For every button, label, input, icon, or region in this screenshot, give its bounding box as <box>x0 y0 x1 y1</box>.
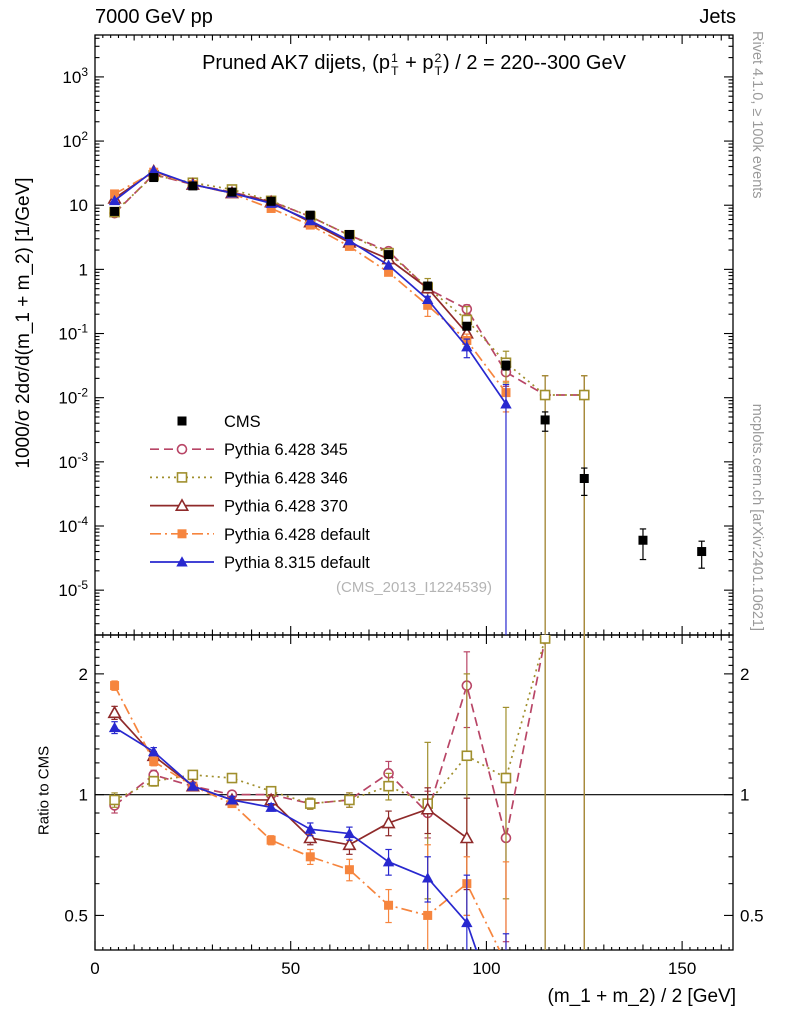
series-cms <box>110 173 707 569</box>
legend-entry-pythia-6-428-default: Pythia 6.428 default <box>150 526 370 544</box>
svg-text:Pythia 6.428 370: Pythia 6.428 370 <box>224 498 348 516</box>
svg-text:10: 10 <box>69 196 88 215</box>
series-pythia-6-428-default <box>110 167 511 413</box>
svg-text:10-1: 10-1 <box>58 322 88 344</box>
svg-text:102: 102 <box>62 129 88 151</box>
legend-entry-pythia-6-428-370: Pythia 6.428 370 <box>150 498 348 516</box>
svg-text:1: 1 <box>79 786 88 805</box>
svg-text:1: 1 <box>740 786 749 805</box>
legend-entry-pythia-6-428-345: Pythia 6.428 345 <box>150 441 348 459</box>
legend: CMS Pythia 6.428 345 Pythia 6.428 346 Pythi… <box>150 413 370 572</box>
series-pythia-8-315-default-ratio <box>108 721 510 950</box>
y-axis-label-ratio: Ratio to CMS <box>35 745 53 836</box>
analysis-id-watermark: (CMS_2013_I1224539) <box>336 579 492 596</box>
svg-text:10-3: 10-3 <box>58 450 88 472</box>
legend-entry-pythia-8-315-default: Pythia 8.315 default <box>150 554 370 572</box>
series-pythia-6-428-370-ratio <box>107 705 474 891</box>
svg-text:10-2: 10-2 <box>58 386 88 408</box>
series-pythia-8-315-default <box>108 164 512 635</box>
svg-text:Pythia 6.428 default: Pythia 6.428 default <box>224 526 370 544</box>
axis-tick-labels: 0 50 100 150 10-5 10-4 10-3 10-2 10-1 1 10 102 103 0.… <box>58 65 763 978</box>
svg-text:0: 0 <box>90 959 99 978</box>
series-pythia-6-428-default-ratio <box>110 680 510 950</box>
y-axis-label-main: 1000/σ 2dσ/d(m_1 + m_2) [1/GeV] <box>13 177 34 469</box>
svg-text:2: 2 <box>740 665 749 684</box>
svg-text:2: 2 <box>79 665 88 684</box>
axis-ticks <box>94 35 733 950</box>
axes-frame <box>94 34 734 951</box>
svg-text:0.5: 0.5 <box>64 906 88 925</box>
svg-text:Pythia 6.428 345: Pythia 6.428 345 <box>224 441 348 459</box>
svg-text:1: 1 <box>79 260 88 279</box>
svg-text:10-5: 10-5 <box>58 578 88 600</box>
svg-text:100: 100 <box>472 959 500 978</box>
svg-text:Pythia 6.428 346: Pythia 6.428 346 <box>224 469 348 487</box>
mcplots-caption: mcplots.cern.ch [arXiv:2401.10621] <box>749 403 765 631</box>
svg-text:10-4: 10-4 <box>58 514 88 536</box>
svg-text:Pythia 8.315 default: Pythia 8.315 default <box>224 554 370 572</box>
svg-text:103: 103 <box>62 65 88 87</box>
x-axis-label: (m_1 + m_2) / 2 [GeV] <box>547 986 737 1007</box>
legend-entry-pythia-6-428-346: Pythia 6.428 346 <box>150 469 348 487</box>
legend-entry-cms: CMS <box>177 413 261 431</box>
analysis-group-label: Jets <box>699 6 736 28</box>
plot-title: Pruned AK7 dijets, (p 1 T + p 2 T) / 2 = 220… <box>202 51 626 78</box>
series-pythia-6-428-370 <box>107 163 474 342</box>
svg-text:CMS: CMS <box>224 413 261 431</box>
beam-energy-label: 7000 GeV pp <box>95 6 213 28</box>
svg-text:50: 50 <box>281 959 300 978</box>
svg-text:150: 150 <box>668 959 696 978</box>
svg-text:0.5: 0.5 <box>740 906 764 925</box>
